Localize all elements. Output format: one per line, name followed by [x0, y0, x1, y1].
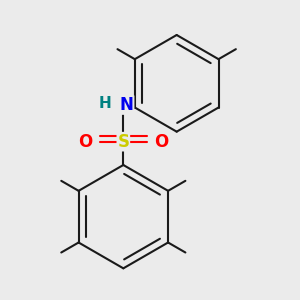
Text: H: H — [99, 96, 111, 111]
Text: N: N — [120, 96, 134, 114]
Text: O: O — [154, 133, 169, 151]
Text: S: S — [117, 133, 129, 151]
Text: O: O — [78, 133, 92, 151]
